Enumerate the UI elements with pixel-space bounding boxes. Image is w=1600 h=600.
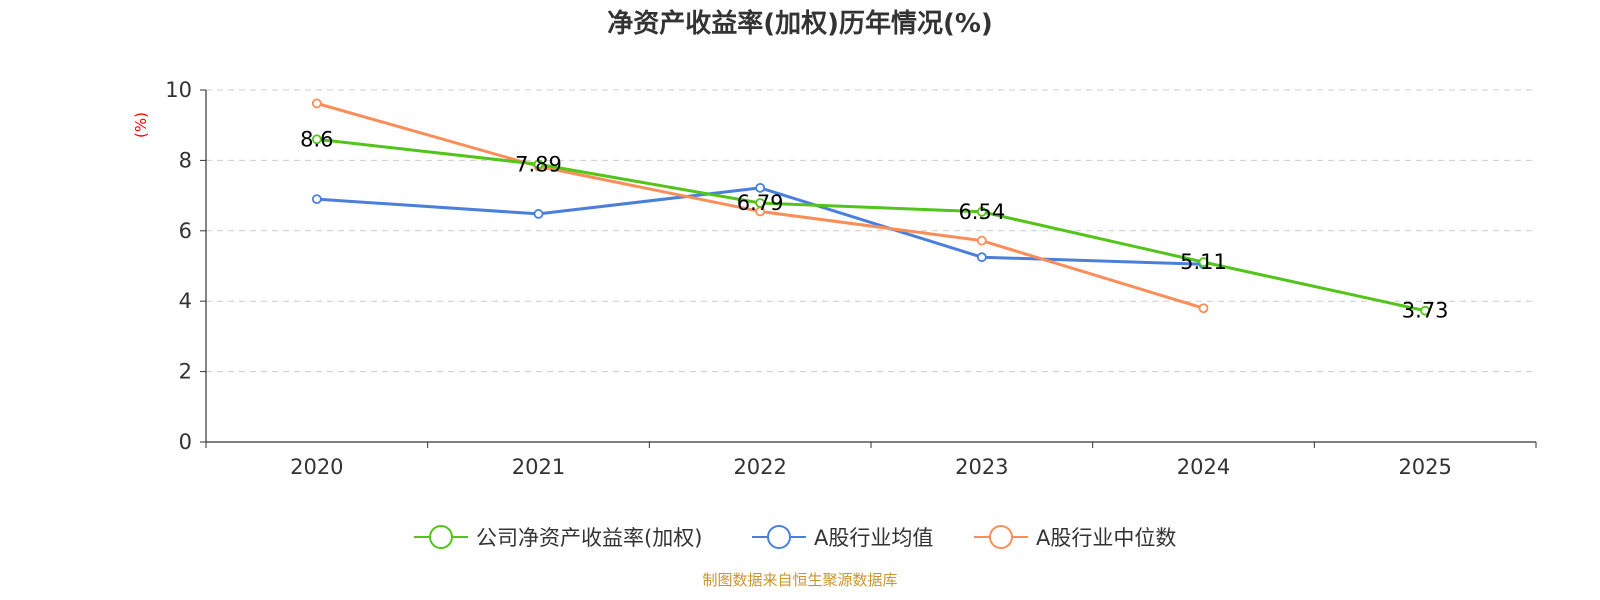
legend-item: A股行业中位数 [974, 525, 1176, 550]
data-labels: 8.6 7.89 6.79 6.54 5.11 3.73 [300, 127, 1448, 322]
legend: 公司净资产收益率(加权) A股行业均值 A股行业中位数 [414, 525, 1176, 550]
data-label: 7.89 [515, 152, 562, 176]
data-point [1420, 305, 1431, 316]
data-point [311, 98, 322, 109]
data-point [1198, 303, 1209, 314]
data-label: 8.6 [300, 127, 333, 151]
data-point [976, 206, 987, 217]
series-line [316, 137, 1426, 313]
y-tick-label: 4 [179, 289, 192, 313]
x-tick-label: 2022 [733, 455, 786, 479]
x-tick-label: 2021 [512, 455, 565, 479]
data-point [311, 134, 322, 145]
data-label: 6.54 [958, 200, 1005, 224]
grid-lines [206, 89, 1536, 373]
series-1 [311, 182, 1209, 270]
y-tick-label: 8 [179, 148, 192, 172]
legend-marker [767, 525, 791, 549]
legend-marker [989, 525, 1013, 549]
chart-title: 净资产收益率(加权)历年情况(%) [607, 8, 993, 39]
data-point [976, 252, 987, 263]
y-axis-unit: (%) [132, 112, 150, 138]
data-label: 6.79 [737, 191, 784, 215]
legend-item: 公司净资产收益率(加权) [414, 525, 702, 550]
data-point [755, 182, 766, 193]
x-tick-label: 2024 [1177, 455, 1230, 479]
data-source-note: 制图数据来自恒生聚源数据库 [702, 571, 897, 589]
y-tick-label: 0 [179, 430, 192, 454]
y-tick-label: 6 [179, 219, 192, 243]
legend-label: 公司净资产收益率(加权) [476, 526, 702, 550]
axes: 0 2 4 6 8 10 2020 2021 2022 2023 2024 2025 [165, 78, 1537, 479]
y-tick-label: 2 [179, 360, 192, 384]
data-point [755, 198, 766, 208]
data-point [311, 194, 322, 205]
data-point [1198, 257, 1209, 268]
x-tick-label: 2023 [955, 455, 1008, 479]
data-point [533, 209, 544, 219]
legend-label: A股行业中位数 [1036, 526, 1176, 550]
y-tick-label: 10 [165, 78, 192, 102]
x-tick-label: 2020 [290, 455, 343, 479]
data-label: 5.11 [1180, 250, 1227, 274]
data-label: 3.73 [1402, 299, 1449, 323]
series-layer [311, 98, 1431, 316]
legend-marker [429, 525, 453, 549]
data-point [976, 235, 987, 246]
x-tick-label: 2025 [1398, 455, 1451, 479]
legend-label: A股行业均值 [814, 526, 933, 550]
series-0 [311, 134, 1431, 316]
data-point [533, 159, 544, 170]
legend-item: A股行业均值 [752, 525, 933, 550]
